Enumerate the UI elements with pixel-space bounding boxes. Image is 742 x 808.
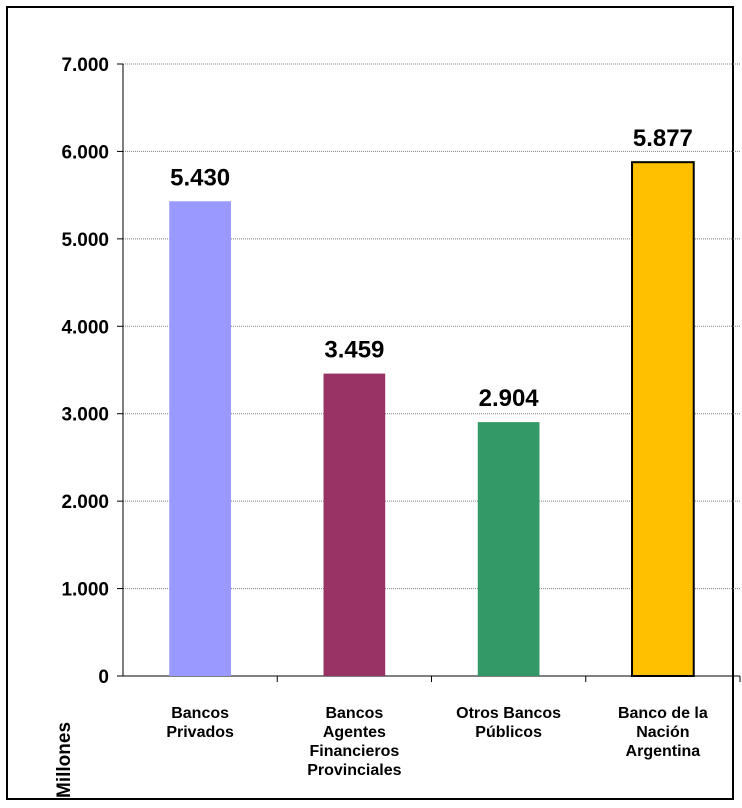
bar [631, 161, 695, 677]
x-category-label: Banco de la Nación Argentina [618, 705, 708, 760]
y-tick-label: 0 [98, 667, 109, 688]
bar [323, 373, 386, 676]
labels: 0 1.000 2.000 3.000 4.000 5.000 6.000 7.000 5.43… [61, 55, 707, 779]
y-tick-label: 3.000 [61, 405, 109, 426]
data-label: 2.904 [479, 385, 540, 412]
data-label: 5.430 [170, 164, 230, 191]
x-category-label: Bancos Privados [166, 705, 234, 741]
data-label: 3.459 [324, 337, 384, 364]
x-category-label: Bancos Agentes Financieros Provinciales [307, 705, 401, 779]
data-label: 5.877 [633, 125, 693, 152]
bar [169, 201, 231, 676]
bars [169, 161, 695, 677]
x-category-label: Otros Bancos Públicos [456, 705, 561, 741]
y-axis-title: Millones [54, 722, 75, 798]
y-tick-label: 5.000 [61, 230, 109, 251]
bar [477, 422, 540, 676]
y-tick-label: 7.000 [61, 55, 109, 76]
y-tick-label: 1.000 [61, 580, 109, 601]
y-tick-label: 4.000 [61, 317, 109, 338]
y-tick-label: 6.000 [61, 142, 109, 163]
y-tick-label: 2.000 [61, 492, 109, 513]
